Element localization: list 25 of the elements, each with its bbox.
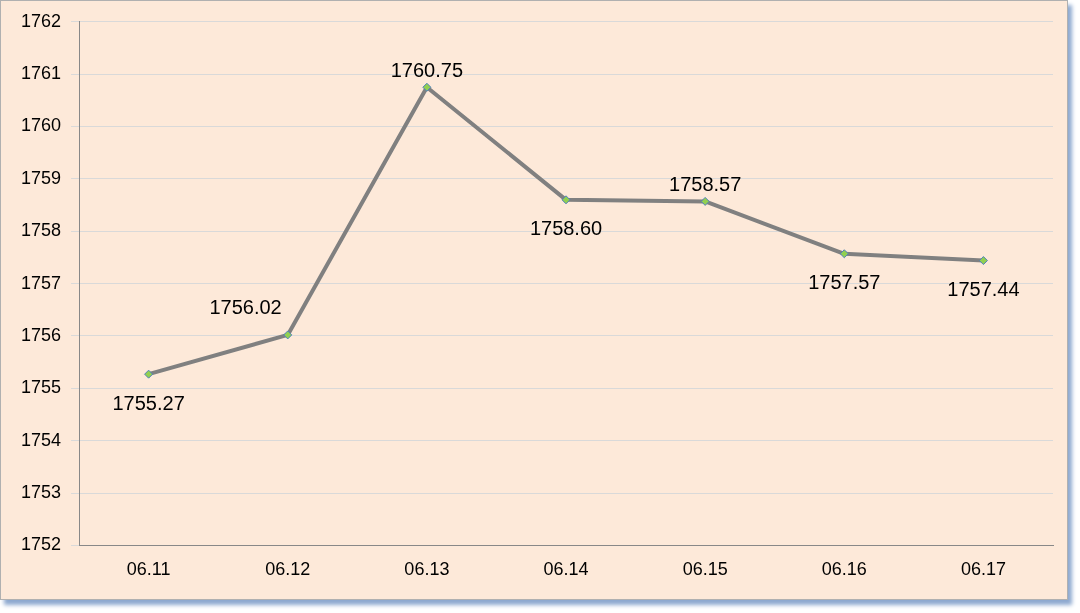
y-tick-label: 1752 xyxy=(21,534,62,555)
data-label: 1760.75 xyxy=(390,58,464,81)
x-tick-label: 06.12 xyxy=(265,559,311,580)
y-tick-label: 1760 xyxy=(21,115,62,136)
y-tick-label: 1761 xyxy=(21,63,62,84)
x-tick-label: 06.14 xyxy=(543,559,589,580)
y-tick-label: 1759 xyxy=(21,167,62,188)
data-label: 1756.02 xyxy=(209,296,282,319)
data-label: 1755.27 xyxy=(112,391,185,414)
y-tick-label: 1753 xyxy=(21,482,62,503)
x-tick-label: 06.15 xyxy=(682,559,728,580)
x-tick-label: 06.11 xyxy=(126,559,171,580)
y-tick-label: 1757 xyxy=(21,272,62,293)
x-tick-label: 06.17 xyxy=(960,559,1006,580)
x-tick-label: 06.16 xyxy=(821,559,867,580)
y-tick-label: 1758 xyxy=(21,220,62,241)
data-label: 1758.60 xyxy=(529,217,603,240)
y-tick-label: 1762 xyxy=(21,10,62,31)
x-tick-label: 06.13 xyxy=(404,559,450,580)
data-label: 1758.57 xyxy=(669,172,742,195)
data-label: 1757.44 xyxy=(947,278,1020,301)
y-tick-label: 1755 xyxy=(21,377,62,398)
y-tick-label: 1754 xyxy=(21,429,62,450)
data-label: 1757.57 xyxy=(808,271,881,294)
y-tick-label: 1756 xyxy=(21,324,62,345)
